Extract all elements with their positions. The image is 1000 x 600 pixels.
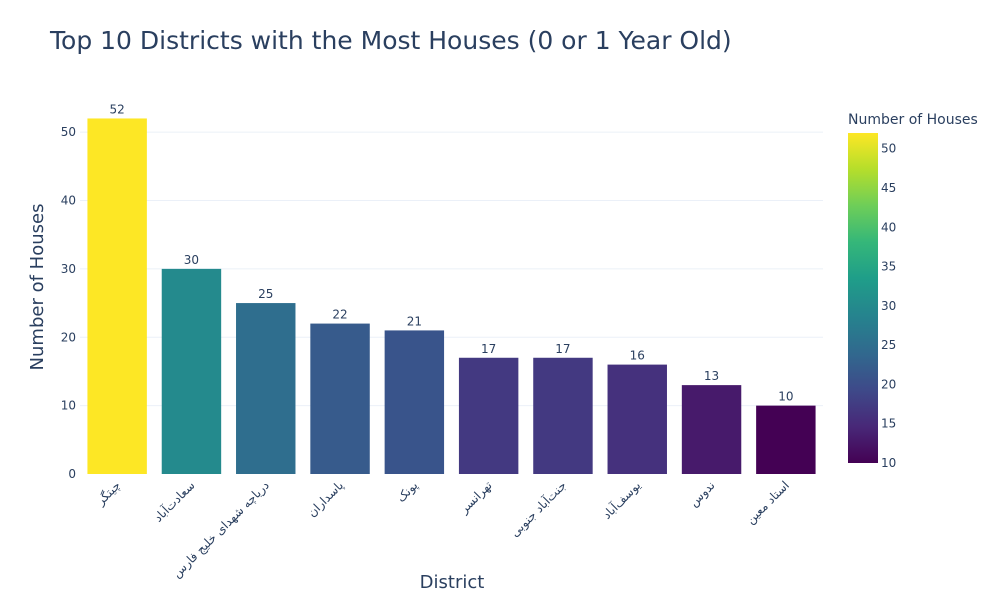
data-label: 17: [481, 342, 496, 356]
bar: [681, 385, 742, 474]
colorbar: Number of Houses 10 15 20 25 30 35 40 45 50: [848, 112, 978, 470]
colorbar-tick-label: 35: [881, 260, 896, 274]
data-label: 10: [778, 390, 793, 404]
data-label: 30: [184, 253, 199, 267]
colorbar-tick-label: 30: [881, 299, 896, 313]
colorbar-tick-label: 45: [881, 181, 896, 195]
data-label: 52: [110, 102, 125, 116]
y-axis-title: Number of Houses: [27, 204, 48, 371]
x-tick-label: جنت‌آباد جنوبی: [507, 478, 570, 541]
data-labels: 52 30 25 22 21 17 17 16 13 10: [110, 102, 794, 403]
bar: [161, 268, 222, 474]
colorbar-ticks: 10 15 20 25 30 35 40 45 50: [881, 142, 896, 470]
x-tick-label: سعادت‌آباد: [150, 478, 197, 525]
y-tick-label: 10: [61, 399, 76, 413]
bar: [236, 303, 296, 474]
data-label: 21: [407, 314, 422, 328]
y-tick-label: 30: [61, 262, 76, 276]
colorbar-tick-label: 15: [881, 417, 896, 431]
x-tick-label: چیتگر: [93, 478, 124, 509]
x-tick-label: تهرانسر: [456, 478, 495, 517]
y-tick-label: 0: [68, 467, 76, 481]
bar: [533, 357, 593, 474]
chart-title: Top 10 Districts with the Most Houses (0…: [50, 26, 732, 55]
x-tick-label: پاسداران: [305, 478, 347, 520]
x-tick-label: استاد معین: [743, 478, 792, 527]
colorbar-gradient: [848, 133, 878, 463]
data-label: 13: [704, 369, 719, 383]
x-axis-title: District: [420, 572, 485, 593]
x-tick-label: یوسف‌آباد: [599, 478, 644, 523]
x-tick-label: پونک: [394, 478, 421, 505]
data-label: 16: [630, 349, 645, 363]
colorbar-tick-label: 10: [881, 456, 896, 470]
x-tick-label: ندوس: [686, 478, 718, 510]
colorbar-tick-label: 40: [881, 220, 896, 234]
bar: [310, 323, 370, 474]
data-label: 25: [258, 287, 273, 301]
y-tick-labels: 0 10 20 30 40 50: [61, 125, 76, 481]
data-label: 22: [332, 308, 347, 322]
y-tick-label: 20: [61, 330, 76, 344]
y-tick-label: 50: [61, 125, 76, 139]
colorbar-tick-label: 20: [881, 377, 896, 391]
bar: [87, 118, 147, 474]
bars: [87, 118, 816, 474]
bar: [607, 364, 667, 474]
colorbar-tick-label: 50: [881, 142, 896, 156]
colorbar-tick-label: 25: [881, 338, 896, 352]
bar: [384, 330, 445, 474]
y-tick-label: 40: [61, 194, 76, 208]
bar: [756, 405, 816, 474]
data-label: 17: [555, 342, 570, 356]
bar: [458, 357, 519, 474]
colorbar-title: Number of Houses: [848, 112, 978, 128]
